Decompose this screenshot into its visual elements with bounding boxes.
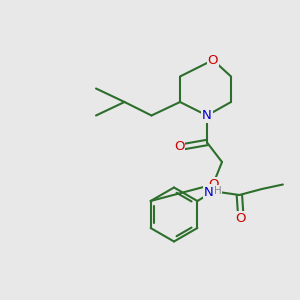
Text: O: O <box>174 140 184 154</box>
Text: O: O <box>208 178 218 191</box>
Text: N: N <box>204 185 214 199</box>
Text: O: O <box>208 53 218 67</box>
Text: H: H <box>214 185 222 196</box>
Text: N: N <box>202 109 212 122</box>
Text: O: O <box>236 212 246 226</box>
